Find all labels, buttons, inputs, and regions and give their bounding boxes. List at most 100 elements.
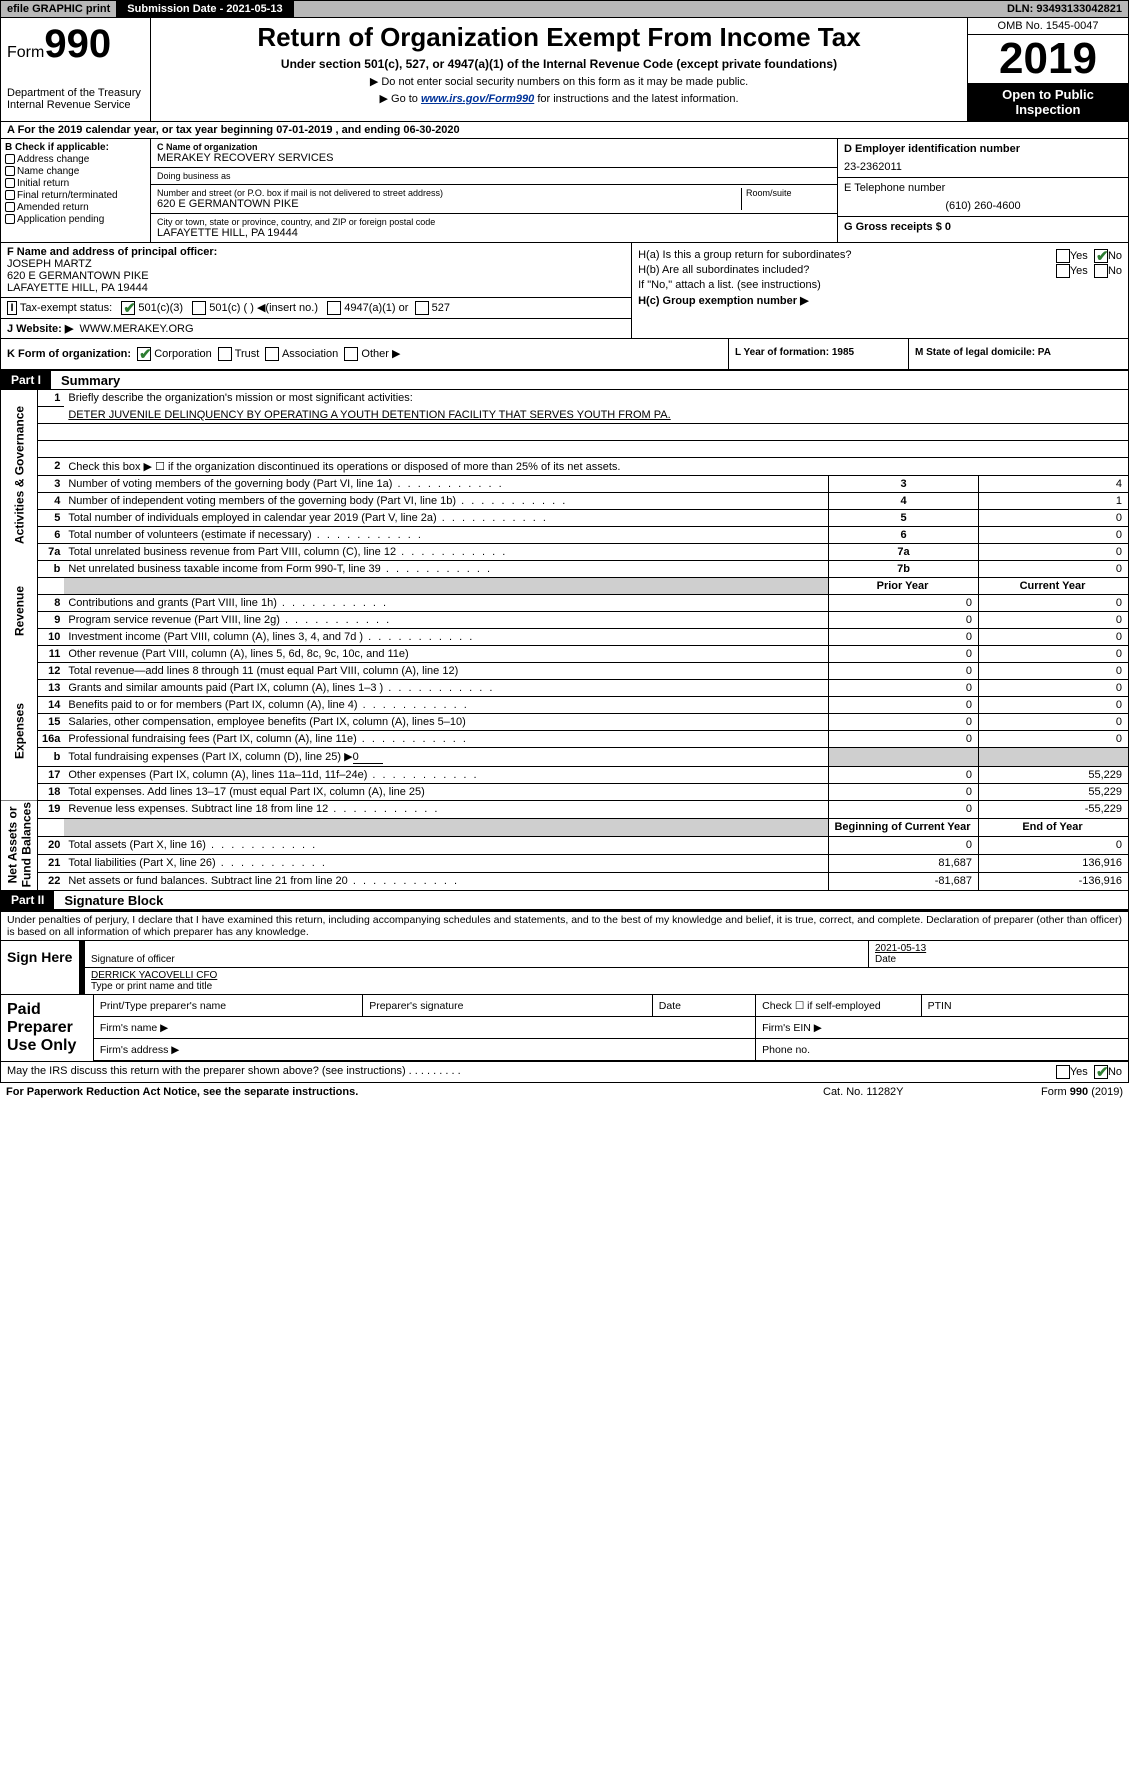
c16b-grey: [979, 747, 1129, 766]
paid-preparer-table: Print/Type preparer's name Preparer's si…: [94, 995, 1128, 1061]
ha-no[interactable]: [1094, 249, 1108, 263]
discuss-no[interactable]: [1094, 1065, 1108, 1079]
l6: Total number of volunteers (estimate if …: [64, 526, 828, 543]
irs-link[interactable]: www.irs.gov/Form990: [421, 93, 534, 105]
sig-date: 2021-05-13Date: [868, 941, 1128, 967]
c18: 55,229: [979, 783, 1129, 800]
ln-1: 1: [38, 390, 65, 407]
p11: 0: [829, 645, 979, 662]
irs-discuss-text: May the IRS discuss this return with the…: [7, 1065, 1056, 1079]
chk-other[interactable]: [344, 347, 358, 361]
form-title-cell: Return of Organization Exempt From Incom…: [151, 18, 968, 121]
dba-label: Doing business as: [157, 171, 831, 181]
p13: 0: [829, 679, 979, 696]
side-governance: Activities & Governance: [1, 390, 38, 560]
col-b-checkboxes: B Check if applicable: Address change Na…: [1, 139, 151, 242]
chk-application-pending[interactable]: Application pending: [5, 214, 146, 225]
hb-no[interactable]: [1094, 264, 1108, 278]
chk-amended-return[interactable]: Amended return: [5, 202, 146, 213]
c10: 0: [979, 628, 1129, 645]
chk-address-change[interactable]: Address change: [5, 154, 146, 165]
eoy-hdr: End of Year: [979, 818, 1129, 836]
f-label: F Name and address of principal officer:: [7, 246, 217, 258]
chk-association[interactable]: [265, 347, 279, 361]
h-b-note: If "No," attach a list. (see instruction…: [638, 279, 1122, 291]
website-value: WWW.MERAKEY.ORG: [79, 323, 193, 335]
p19: 0: [829, 800, 979, 818]
l16b: Total fundraising expenses (Part IX, col…: [64, 747, 828, 766]
h-c: H(c) Group exemption number ▶: [638, 294, 1122, 307]
l16a: Professional fundraising fees (Part IX, …: [64, 730, 828, 747]
irs-discuss-row: May the IRS discuss this return with the…: [0, 1062, 1129, 1083]
cat-no: Cat. No. 11282Y: [823, 1086, 983, 1098]
prep-name-hdr: Print/Type preparer's name: [94, 995, 363, 1016]
phone-value: (610) 260-4600: [844, 200, 1122, 212]
open-to-public: Open to Public Inspection: [968, 83, 1128, 121]
omb-number: OMB No. 1545-0047: [968, 18, 1128, 35]
chk-501c3[interactable]: [121, 301, 135, 315]
b-label: B Check if applicable:: [5, 142, 146, 153]
part1-title: Summary: [51, 373, 120, 388]
side-expenses: Expenses: [1, 662, 38, 800]
boy-hdr: Beginning of Current Year: [829, 818, 979, 836]
l20: Total assets (Part X, line 16): [64, 836, 828, 854]
j-label: J Website: ▶: [7, 323, 73, 335]
sig-officer-line[interactable]: Signature of officer: [85, 941, 868, 967]
org-name: MERAKEY RECOVERY SERVICES: [157, 152, 831, 164]
dept-treasury: Department of the Treasury Internal Reve…: [7, 87, 144, 111]
chk-corporation[interactable]: [137, 347, 151, 361]
prior-year-hdr: Prior Year: [829, 577, 979, 594]
chk-527[interactable]: [415, 301, 429, 315]
dln: DLN: 93493133042821: [1001, 1, 1128, 17]
net-spacer: [64, 818, 828, 836]
v7a: 0: [979, 543, 1129, 560]
c12: 0: [979, 662, 1129, 679]
i-tax-exempt: I Tax-exempt status: 501(c)(3) 501(c) ( …: [1, 298, 631, 319]
hb-yes[interactable]: [1056, 264, 1070, 278]
chk-initial-return[interactable]: Initial return: [5, 178, 146, 189]
block-b-to-g: B Check if applicable: Address change Na…: [0, 139, 1129, 243]
ha-yes[interactable]: [1056, 249, 1070, 263]
m-state-domicile: M State of legal domicile: PA: [908, 339, 1128, 369]
c9: 0: [979, 611, 1129, 628]
officer-addr2: LAFAYETTE HILL, PA 19444: [7, 282, 148, 294]
b21: 81,687: [829, 854, 979, 872]
chk-final-return[interactable]: Final return/terminated: [5, 190, 146, 201]
room-suite-label: Room/suite: [741, 188, 831, 210]
l3: Number of voting members of the governin…: [64, 475, 828, 492]
v3: 4: [979, 475, 1129, 492]
firm-address: Firm's address ▶: [94, 1039, 756, 1061]
c14: 0: [979, 696, 1129, 713]
p9: 0: [829, 611, 979, 628]
city-label: City or town, state or province, country…: [157, 217, 831, 227]
prep-sig-hdr: Preparer's signature: [363, 995, 653, 1016]
e22: -136,916: [979, 872, 1129, 890]
c-name-label: C Name of organization: [157, 142, 831, 152]
efile-graphic-print[interactable]: efile GRAPHIC print: [1, 1, 117, 17]
k-label: K Form of organization:: [7, 348, 131, 360]
side-net-assets: Net Assets or Fund Balances: [1, 800, 38, 890]
p14: 0: [829, 696, 979, 713]
form-header: Form990 Department of the Treasury Inter…: [0, 18, 1129, 122]
officer-addr1: 620 E GERMANTOWN PIKE: [7, 270, 149, 282]
chk-trust[interactable]: [218, 347, 232, 361]
block-f-to-j: F Name and address of principal officer:…: [0, 243, 1129, 339]
f-officer: F Name and address of principal officer:…: [1, 243, 631, 298]
discuss-yes[interactable]: [1056, 1065, 1070, 1079]
chk-name-change[interactable]: Name change: [5, 166, 146, 177]
v7b: 0: [979, 560, 1129, 577]
k-form-of-org: K Form of organization: Corporation Trus…: [1, 339, 728, 369]
form-990-big: 990: [44, 22, 111, 66]
dba-row: Doing business as: [151, 168, 837, 185]
prep-selfemp[interactable]: Check ☐ if self-employed: [756, 995, 921, 1016]
mission-blank1: [64, 423, 1128, 440]
chk-4947[interactable]: [327, 301, 341, 315]
part2-tag: Part II: [1, 891, 54, 909]
part1-tag: Part I: [1, 371, 51, 389]
l21: Total liabilities (Part X, line 26): [64, 854, 828, 872]
mission-text: DETER JUVENILE DELINQUENCY BY OPERATING …: [64, 407, 1128, 424]
c8: 0: [979, 594, 1129, 611]
left-fij: F Name and address of principal officer:…: [1, 243, 632, 338]
chk-501c[interactable]: [192, 301, 206, 315]
l12: Total revenue—add lines 8 through 11 (mu…: [64, 662, 828, 679]
